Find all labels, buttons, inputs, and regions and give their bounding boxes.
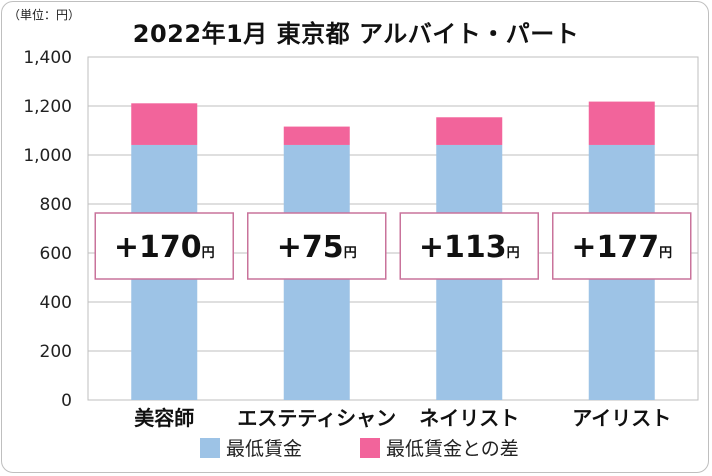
data-label: +113円 — [419, 230, 520, 265]
legend-label: 最低賃金 — [226, 438, 302, 460]
plot-area — [87, 56, 699, 401]
unit-label: （単位：円） — [8, 8, 81, 22]
data-label-box — [552, 212, 692, 280]
legend-swatch — [360, 438, 380, 458]
y-tick-label: 1,200 — [23, 97, 72, 117]
x-category-label: アイリスト — [572, 406, 671, 430]
bar-difference — [283, 126, 350, 145]
y-tick-label: 1,000 — [23, 146, 72, 166]
data-label-unit: 円 — [344, 246, 357, 261]
data-label-value: +113 — [419, 230, 507, 265]
x-category-label: エステティシャン — [237, 406, 396, 430]
x-category-label: ネイリスト — [419, 406, 519, 430]
data-label-unit: 円 — [507, 246, 520, 261]
y-tick-label: 200 — [40, 342, 72, 362]
data-label-unit: 円 — [659, 246, 672, 261]
data-label-value: +75 — [277, 230, 344, 265]
x-category-label: 美容師 — [134, 406, 194, 430]
y-tick-label: 800 — [40, 195, 72, 215]
data-label-value: +170 — [114, 230, 202, 265]
y-tick-label: 1,400 — [23, 48, 72, 68]
legend-swatch — [200, 438, 220, 458]
bar-difference — [588, 101, 655, 145]
chart-title: 2022年1月 東京都 アルバイト・パート — [132, 20, 580, 48]
data-label-value: +177 — [571, 230, 659, 265]
y-tick-label: 600 — [40, 244, 72, 264]
y-tick-label: 400 — [40, 293, 72, 313]
data-label-box — [94, 212, 234, 280]
y-tick-label: 0 — [61, 391, 72, 411]
bar-difference — [436, 117, 503, 145]
bar-difference — [131, 103, 198, 145]
data-label: +177円 — [571, 230, 672, 265]
data-label-box — [399, 212, 539, 280]
data-label: +75円 — [277, 230, 357, 265]
data-label-box — [247, 212, 387, 280]
data-label: +170円 — [114, 230, 215, 265]
data-label-unit: 円 — [202, 246, 215, 261]
legend-label: 最低賃金との差 — [386, 438, 519, 460]
